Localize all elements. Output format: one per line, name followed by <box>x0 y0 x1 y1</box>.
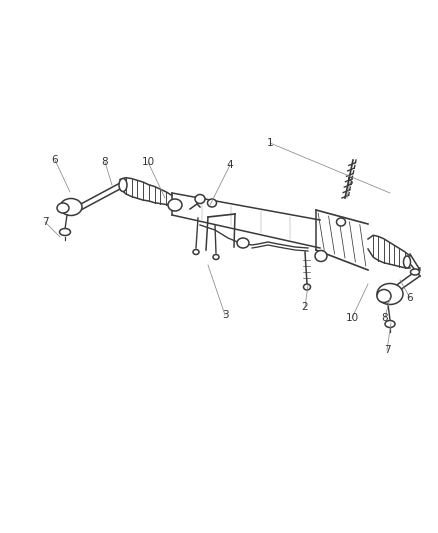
Text: 3: 3 <box>221 310 228 320</box>
Ellipse shape <box>119 179 127 191</box>
Ellipse shape <box>303 284 310 290</box>
Ellipse shape <box>194 195 205 204</box>
Ellipse shape <box>168 199 182 211</box>
Ellipse shape <box>384 320 394 327</box>
Ellipse shape <box>403 256 410 268</box>
Text: 8: 8 <box>381 313 388 323</box>
Text: 10: 10 <box>141 157 154 167</box>
Text: 6: 6 <box>52 155 58 165</box>
Ellipse shape <box>60 229 71 236</box>
Text: 10: 10 <box>345 313 358 323</box>
Ellipse shape <box>212 254 219 260</box>
Text: 4: 4 <box>226 160 233 170</box>
Text: 8: 8 <box>102 157 108 167</box>
Text: 1: 1 <box>266 138 273 148</box>
Ellipse shape <box>314 251 326 262</box>
Ellipse shape <box>336 218 345 226</box>
Ellipse shape <box>57 203 69 213</box>
Ellipse shape <box>60 198 82 215</box>
Text: 7: 7 <box>42 217 48 227</box>
Ellipse shape <box>207 199 216 207</box>
Text: 5: 5 <box>346 177 353 187</box>
Text: 7: 7 <box>383 345 389 355</box>
Ellipse shape <box>193 249 198 254</box>
Ellipse shape <box>237 238 248 248</box>
Ellipse shape <box>376 289 390 303</box>
Text: 6: 6 <box>406 293 412 303</box>
Ellipse shape <box>410 269 419 275</box>
Ellipse shape <box>376 284 402 304</box>
Text: 2: 2 <box>301 302 307 312</box>
